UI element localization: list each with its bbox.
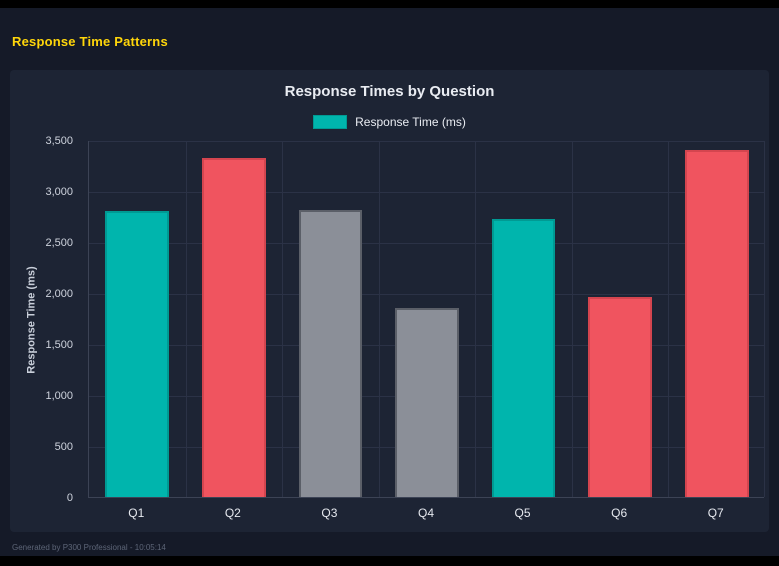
- gridline-v-7: [764, 141, 765, 497]
- gridline-h-2000: [89, 294, 764, 295]
- page-title: Response Time Patterns: [12, 34, 168, 49]
- gridline-v-1: [185, 141, 187, 497]
- y-tick-0: 0: [66, 492, 73, 504]
- y-tick-1000: 1,000: [45, 390, 73, 402]
- x-tick-q7: Q7: [707, 506, 724, 520]
- gridline-v-2: [282, 141, 284, 497]
- gridline-h-2500: [89, 243, 764, 244]
- plot-area: [88, 141, 765, 498]
- x-tick-q1: Q1: [128, 506, 145, 520]
- x-tick-q5: Q5: [514, 506, 531, 520]
- gridline-v-3: [378, 141, 380, 497]
- chart-card: Response Times by Question Response Time…: [10, 70, 769, 532]
- gridline-v-6: [668, 141, 670, 497]
- y-tick-2500: 2,500: [45, 237, 73, 249]
- footer-text: Generated by P300 Professional - 10:05:1…: [12, 543, 166, 552]
- legend-swatch-icon: [313, 115, 348, 129]
- bar-q5[interactable]: [491, 218, 556, 497]
- y-tick-500: 500: [54, 441, 73, 453]
- x-tick-q4: Q4: [417, 506, 435, 520]
- bar-q7[interactable]: [684, 150, 749, 497]
- bar-q2[interactable]: [201, 158, 266, 497]
- gridline-v-5: [571, 141, 573, 497]
- bar-q6[interactable]: [588, 297, 652, 497]
- x-tick-q3: Q3: [321, 506, 338, 520]
- y-axis-ticks: 0 500 1,000 1,500 2,000 2,500 3,000 3,500: [10, 135, 82, 504]
- gridline-h-3000: [89, 192, 764, 193]
- x-tick-q2: Q2: [224, 506, 241, 520]
- x-axis-ticks: Q1 Q2 Q3 Q4 Q5 Q6 Q7: [88, 506, 764, 526]
- y-tick-3000: 3,000: [45, 186, 73, 198]
- y-tick-3500: 3,500: [45, 135, 73, 147]
- y-tick-1500: 1,500: [45, 339, 73, 351]
- legend-item-response-time[interactable]: Response Time (ms): [10, 115, 769, 129]
- gridline-v-4: [475, 141, 477, 497]
- x-tick-q6: Q6: [611, 506, 628, 520]
- bar-q4[interactable]: [395, 308, 459, 497]
- bar-q1[interactable]: [105, 211, 170, 497]
- legend-label: Response Time (ms): [355, 115, 466, 129]
- chart-title: Response Times by Question: [284, 83, 495, 100]
- main-area: Response Time Patterns Response Times by…: [0, 8, 779, 556]
- gridline-h-3500: [89, 141, 764, 142]
- bar-q3[interactable]: [298, 210, 363, 497]
- y-tick-2000: 2,000: [45, 288, 73, 300]
